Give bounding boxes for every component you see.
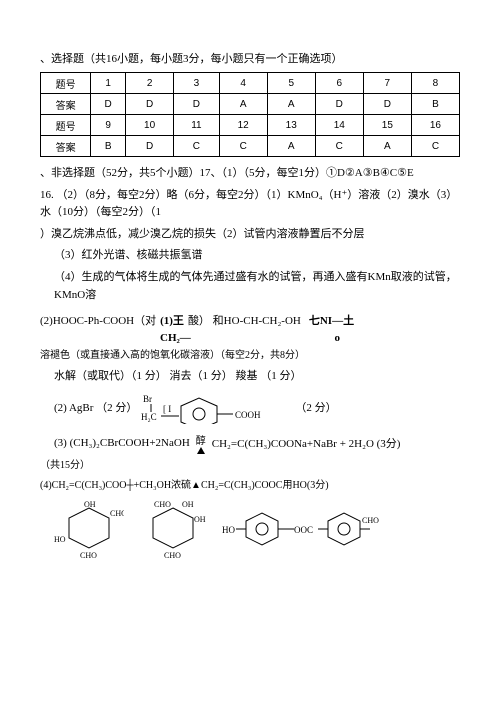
q16-line1: 16. （2）（8分，每空2分）略（6分，每空2分）（1）KMnO₄（H⁺）溶液… [40, 187, 460, 222]
row-label: 题号 [41, 115, 91, 136]
svg-text:OH: OH [84, 500, 96, 509]
cond-top: 醇 [196, 432, 206, 447]
structure-2-icon: CHO OH OH CHO [138, 500, 208, 560]
svg-text:COOH: COOH [235, 410, 261, 420]
cell: A [267, 136, 315, 157]
item2-score: （2 分） [295, 399, 336, 415]
cell: A [267, 94, 315, 115]
row-label: 答案 [41, 136, 91, 157]
cell: D [174, 94, 220, 115]
ch2-label: CH₂— [160, 332, 191, 344]
cell: A [219, 94, 267, 115]
svg-text:CHO: CHO [110, 509, 124, 518]
item-combined: （共15分） [40, 458, 460, 474]
cell: 7 [363, 73, 411, 94]
structure-3-icon: HO OOC CHO [222, 507, 382, 553]
cell: 13 [267, 115, 315, 136]
svg-text:CHO: CHO [164, 551, 181, 560]
formula-2a-left: (2)HOOC-Ph-COOH（对 [40, 312, 156, 328]
cell: 11 [174, 115, 220, 136]
o-label: o [335, 332, 341, 344]
cell: D [126, 136, 174, 157]
svg-text:HO: HO [222, 525, 235, 535]
cell: B [91, 136, 126, 157]
cell: C [174, 136, 220, 157]
cell: C [411, 136, 459, 157]
cell: B [411, 94, 459, 115]
cell: D [126, 94, 174, 115]
triangle-icon [197, 447, 205, 454]
svg-text:HO: HO [54, 535, 66, 544]
item3-left: (3) (CH₃)₂CBrCOOH+2NaOH [54, 437, 190, 449]
formula-2a-right: 七NI—土 [309, 312, 354, 328]
row-label: 答案 [41, 94, 91, 115]
svg-text:CHO: CHO [362, 516, 379, 525]
section-header: 、选择题（共16小题，每小题3分，每小题只有一个正确选项） [40, 50, 460, 66]
cell: 10 [126, 115, 174, 136]
svg-text:H₂C: H₂C [141, 412, 157, 422]
cell: 2 [126, 73, 174, 94]
svg-text:[ I: [ I [163, 404, 171, 414]
item2-label: (2) AgBr （2 分） [54, 399, 137, 415]
item2-row: (2) AgBr （2 分） Br H₂C [ I COOH （2 分） [40, 390, 460, 424]
cell: 5 [267, 73, 315, 94]
cell: D [315, 94, 363, 115]
structure-1-icon: OH CHO HO CHO [54, 500, 124, 560]
cell: 1 [91, 73, 126, 94]
cell: C [219, 136, 267, 157]
line2b: 溶褪色（或直接通入高的饱氧化碳溶液）（每空2分，共8分） [40, 348, 460, 364]
cell: 8 [411, 73, 459, 94]
item3-row: (3) (CH₃)₂CBrCOOH+2NaOH 醇 CH₂=C(CH₃)COON… [40, 432, 460, 454]
formula-2a-end: 酸） 和HO-CH-CH₂-OH [188, 312, 301, 328]
nonselect-line: 、非选择题（52分，共5个小题）17、（1）（5分，每空1分）①D②A③B④C⑤… [40, 165, 460, 183]
cell: 4 [219, 73, 267, 94]
item3-right: CH₂=C(CH₃)COONa+NaBr + 2H₂O (3分) [212, 435, 401, 451]
cell: D [363, 94, 411, 115]
item4: (4)CH₂=C(CH₃)COO┼+CH₃OH浓硫▲CH₂=C(CH₃)COOC… [40, 478, 460, 494]
svg-text:OOC: OOC [294, 525, 313, 535]
cell: 16 [411, 115, 459, 136]
svg-text:Br: Br [143, 394, 152, 404]
cell: D [91, 94, 126, 115]
cell: 3 [174, 73, 220, 94]
cell: A [363, 136, 411, 157]
q16-line1b: ）溴乙烷沸点低，减少溴乙烷的损失（2）试管内溶液静置后不分层 [40, 226, 460, 244]
cell: 6 [315, 73, 363, 94]
cell: 14 [315, 115, 363, 136]
formula-2a-mid: (1)王 [160, 312, 184, 328]
structure-agbr-icon: Br H₂C [ I COOH [141, 390, 291, 424]
line2c: 水解（或取代）（1 分） 消去（1 分） 羧基 （1 分） [40, 368, 460, 386]
q16-4: （4）生成的气体将生成的气体先通过盛有水的试管，再通入盛有KMn取液的试管，KM… [40, 269, 460, 304]
answer-table: 题号 1 2 3 4 5 6 7 8 答案 D D D A A D D B 题号… [40, 72, 460, 157]
cell: 12 [219, 115, 267, 136]
svg-text:OH: OH [182, 500, 194, 509]
q16-3: （3）红外光谱、核磁共振氢谱 [40, 247, 460, 265]
cell: C [315, 136, 363, 157]
svg-text:OH: OH [194, 515, 206, 524]
svg-text:CHO: CHO [154, 500, 171, 509]
svg-text:CHO: CHO [80, 551, 97, 560]
cell: 15 [363, 115, 411, 136]
row-label: 题号 [41, 73, 91, 94]
cell: 9 [91, 115, 126, 136]
structures-row: OH CHO HO CHO CHO OH OH CHO HO OOC CHO [40, 500, 460, 560]
